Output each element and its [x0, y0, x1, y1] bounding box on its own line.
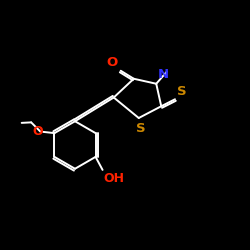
Text: O: O	[32, 126, 43, 138]
Text: S: S	[178, 85, 187, 98]
Text: OH: OH	[104, 172, 125, 185]
Text: S: S	[136, 122, 145, 135]
Text: O: O	[106, 56, 118, 69]
Text: N: N	[158, 68, 168, 81]
